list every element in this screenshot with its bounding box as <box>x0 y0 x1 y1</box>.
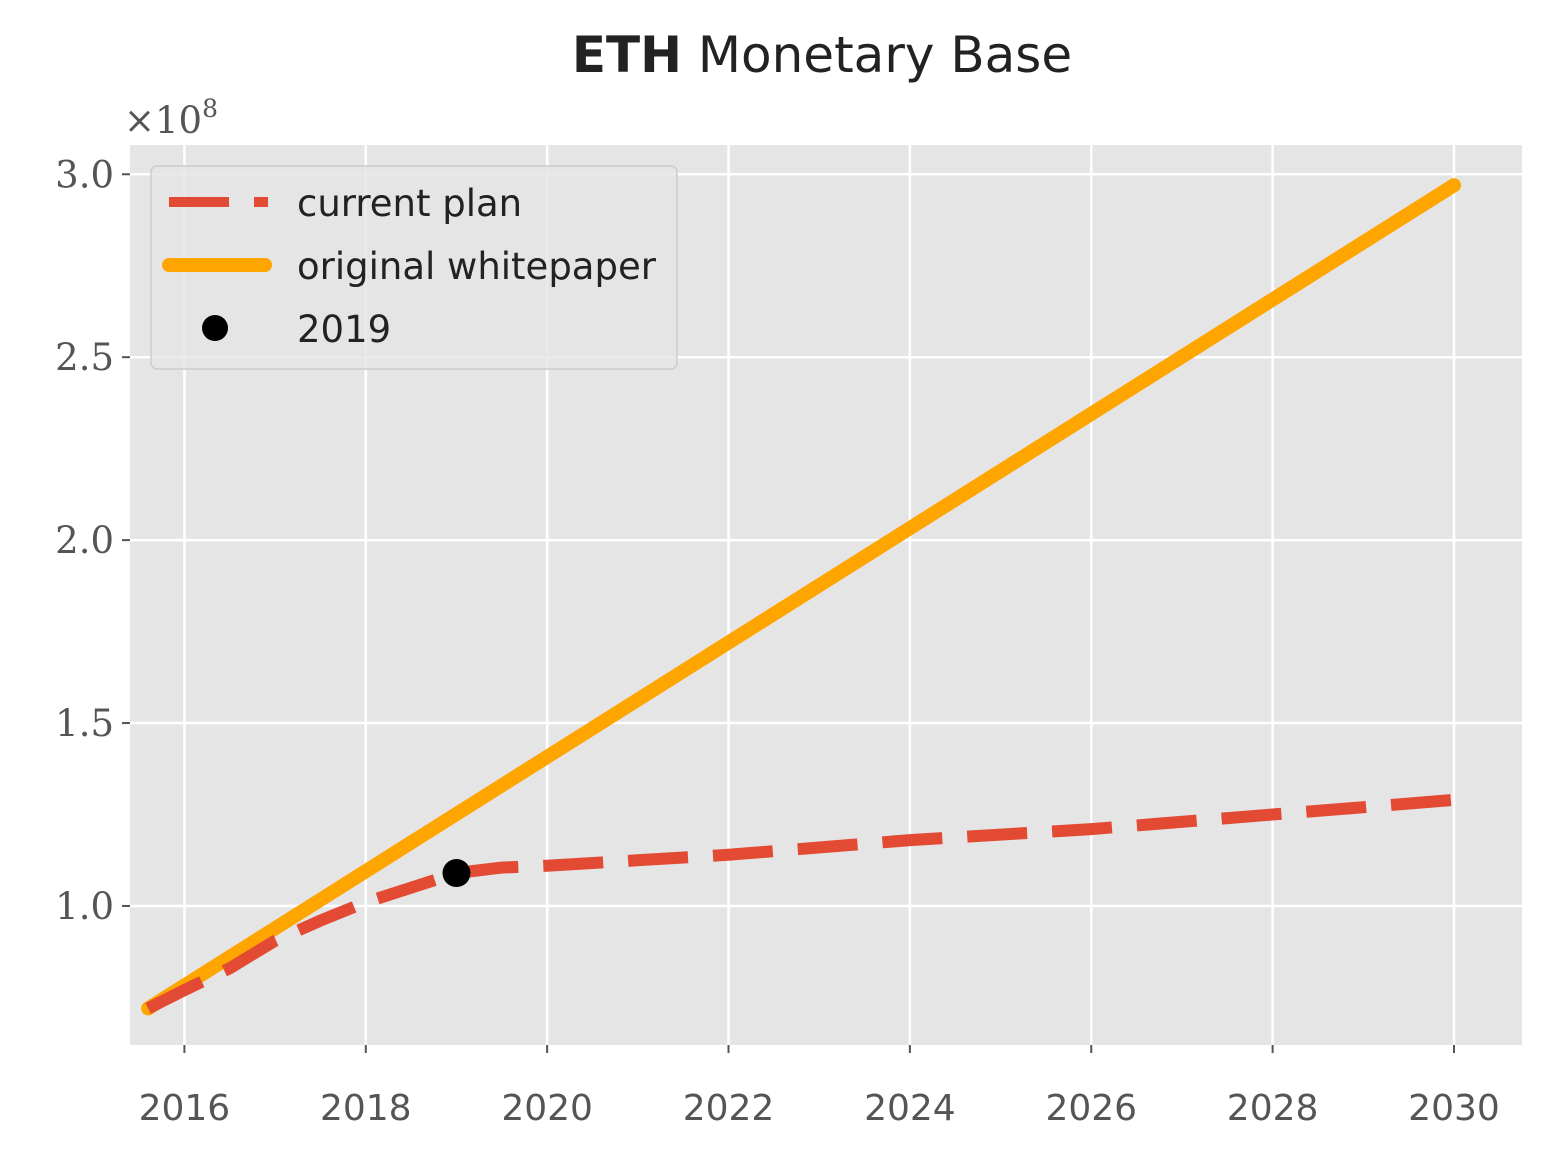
x-tick-label: 2022 <box>683 1088 775 1129</box>
y-axis-ticks: 1.0 1.5 2.0 2.5 3.0 <box>55 153 130 928</box>
legend-frame <box>150 165 678 370</box>
x-tick-label: 2028 <box>1227 1088 1319 1129</box>
x-tick-label: 2018 <box>320 1088 412 1129</box>
legend-entry-2019: 2019 <box>202 308 391 351</box>
series-line-current-plan <box>145 793 1455 1014</box>
x-tick-label: 2030 <box>1408 1088 1500 1129</box>
legend: current plan original whitepaper 2019 <box>150 165 678 370</box>
y-multiplier: ×108 <box>124 94 218 142</box>
y-multiplier-exponent: 8 <box>202 94 218 123</box>
chart-title-rest: Monetary Base <box>698 26 1072 84</box>
legend-entry-current-plan: current plan <box>169 182 522 225</box>
x-tick-label: 2016 <box>139 1088 231 1129</box>
series-line-original-whitepaper <box>141 178 1461 1016</box>
y-tick-label: 1.5 <box>55 702 114 745</box>
chart-title-bold: ETH <box>572 26 682 84</box>
y-tick-label: 2.5 <box>55 336 114 379</box>
x-tick-label: 2020 <box>501 1088 593 1129</box>
data-point-2019 <box>442 859 471 888</box>
legend-swatch-2019 <box>202 315 228 341</box>
x-axis-ticks: 2016 2018 2020 2022 2024 2026 2028 2030 <box>139 1045 1500 1129</box>
x-tick-label: 2026 <box>1045 1088 1137 1129</box>
y-tick-label: 3.0 <box>55 153 114 196</box>
y-tick-label: 2.0 <box>55 519 114 562</box>
chart-title: ETH Monetary Base <box>572 26 1072 84</box>
legend-entry-original-whitepaper: original whitepaper <box>162 245 657 288</box>
x-tick-label: 2024 <box>864 1088 956 1129</box>
legend-label-2019: 2019 <box>297 308 391 351</box>
series-group <box>141 178 1461 1016</box>
y-tick-label: 1.0 <box>55 885 114 928</box>
legend-label-original-whitepaper: original whitepaper <box>297 245 657 288</box>
y-multiplier-base: ×10 <box>124 99 202 142</box>
legend-label-current-plan: current plan <box>297 182 522 225</box>
